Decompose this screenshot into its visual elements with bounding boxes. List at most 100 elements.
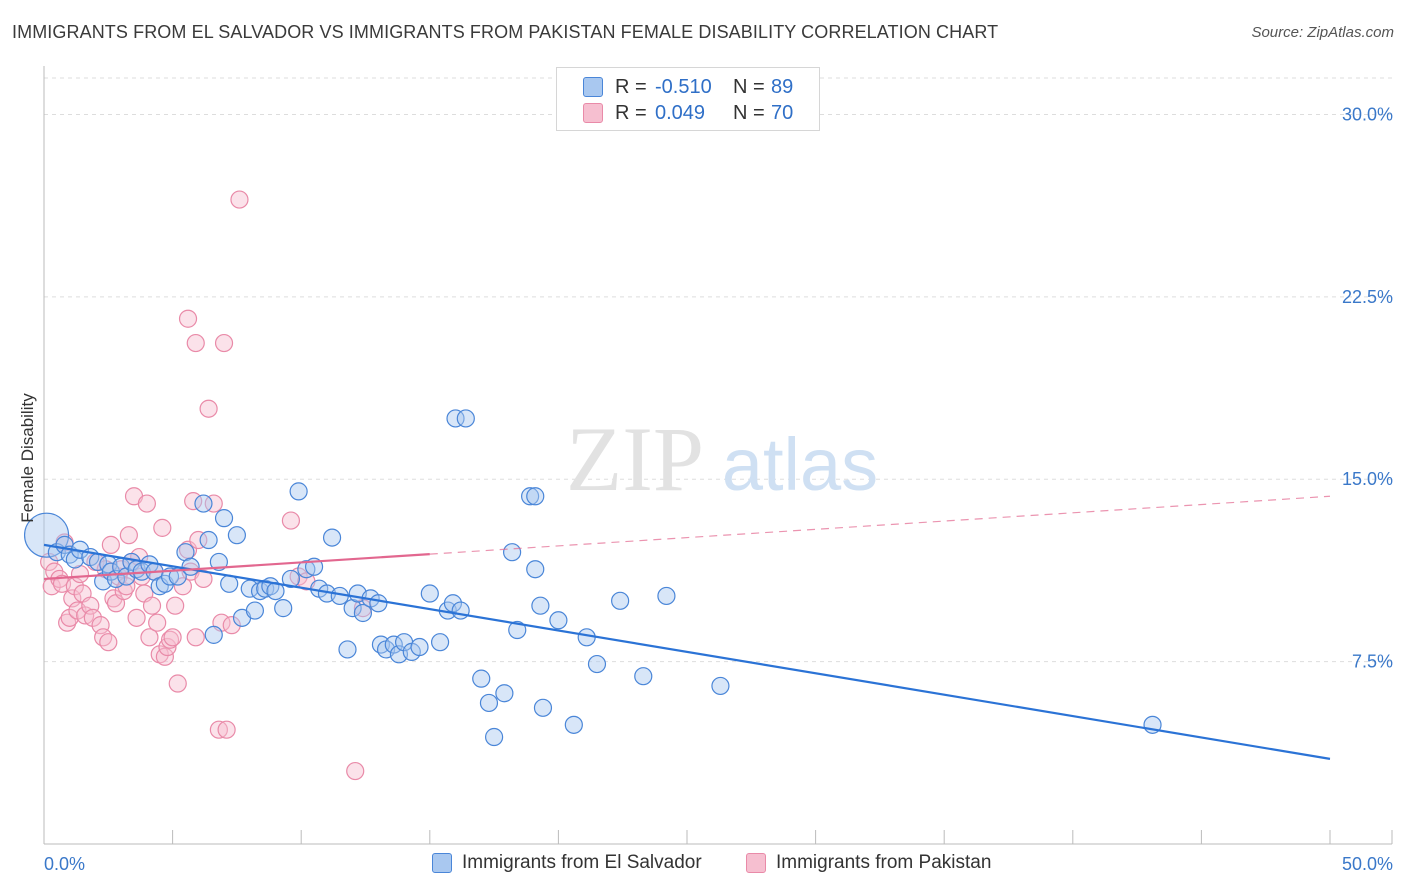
trend-line-el-salvador [43, 543, 1331, 760]
data-point-el-salvador [274, 599, 293, 618]
data-point-pakistan [158, 637, 177, 657]
data-point-el-salvador [420, 584, 439, 603]
data-point-el-salvador [564, 715, 583, 734]
watermark-atlas: atlas [722, 423, 878, 506]
bottom-legend-label: Immigrants from El Salvador [462, 852, 702, 873]
data-point-el-salvador [338, 640, 357, 659]
data-point-pakistan [101, 535, 120, 554]
watermark-zip: ZIP [566, 408, 704, 510]
data-point-pakistan [178, 309, 198, 328]
legend-r-label: R = [615, 101, 647, 124]
legend-row-el-salvador: R = -0.510 N = 89 [583, 74, 793, 100]
data-point-el-salvador [446, 409, 465, 428]
y-tick-label: 22.5% [1342, 287, 1393, 307]
data-point-pakistan [346, 761, 365, 781]
data-point-el-salvador [371, 635, 391, 654]
data-point-el-salvador [657, 586, 676, 606]
data-point-el-salvador [485, 727, 504, 747]
series-pakistan-points [40, 190, 373, 781]
data-point-el-salvador [526, 560, 545, 579]
data-point-el-salvador [526, 487, 545, 506]
y-axis-label: Female Disability [18, 393, 37, 523]
data-point-pakistan [60, 608, 79, 627]
data-point-el-salvador [214, 509, 234, 528]
tick-labels: 7.5% 15.0% 22.5% 30.0% 0.0% 50.0% [44, 104, 1393, 874]
data-point-el-salvador [209, 552, 228, 572]
bottom-legend-label: Immigrants from Pakistan [776, 852, 992, 873]
data-point-el-salvador [410, 637, 429, 657]
y-tick-label: 15.0% [1342, 469, 1393, 489]
data-point-pakistan [117, 577, 136, 596]
data-point-el-salvador [456, 409, 475, 428]
data-point-el-salvador [281, 569, 301, 589]
data-point-el-salvador [479, 693, 499, 713]
data-point-pakistan [58, 613, 77, 632]
data-point-pakistan [148, 613, 167, 632]
trend-line-pakistan-dashed [429, 495, 1331, 555]
data-point-el-salvador [472, 669, 491, 688]
data-point-el-salvador [495, 684, 514, 703]
gridlines [44, 77, 1392, 663]
data-point-el-salvador [369, 594, 388, 613]
data-point-el-salvador [160, 567, 180, 586]
correlation-legend: R = -0.510 N = 89 R = 0.049 N = 70 [556, 67, 820, 131]
data-point-pakistan [127, 608, 146, 627]
data-point-pakistan [217, 720, 236, 739]
data-point-pakistan [230, 190, 249, 209]
data-point-el-salvador [521, 487, 540, 506]
data-point-pakistan [204, 494, 223, 513]
data-point-pakistan [209, 720, 228, 739]
data-point-el-salvador [194, 494, 213, 513]
x-tick-label-min: 0.0% [44, 854, 85, 874]
data-point-el-salvador [549, 611, 568, 630]
data-point-pakistan [214, 333, 234, 353]
data-point-el-salvador [220, 574, 239, 593]
data-point-pakistan [222, 616, 241, 635]
bottom-legend-swatch-pink [746, 853, 766, 873]
data-point-pakistan [160, 630, 180, 649]
legend-r-label: R = [615, 75, 647, 98]
trend-line-pakistan-solid [43, 553, 430, 581]
data-point-el-salvador [199, 530, 218, 550]
legend-swatch-blue [583, 77, 603, 97]
legend-row-pakistan: R = 0.049 N = 70 [583, 100, 793, 126]
data-point-pakistan [168, 674, 187, 693]
data-point-el-salvador [587, 654, 607, 674]
data-point-el-salvador [322, 528, 342, 547]
data-point-el-salvador [451, 601, 470, 620]
data-point-el-salvador [634, 667, 653, 686]
legend-n-value: 70 [771, 101, 794, 124]
legend-r-value: 0.049 [655, 101, 706, 124]
data-point-el-salvador [443, 594, 463, 613]
data-point-pakistan [189, 530, 208, 550]
data-point-pakistan [173, 577, 192, 596]
data-point-pakistan [163, 628, 182, 647]
y-tick-label: 7.5% [1352, 652, 1393, 672]
watermark: ZIP atlas [566, 408, 878, 510]
data-point-pakistan [153, 518, 172, 537]
data-point-pakistan [140, 628, 159, 647]
bottom-legend-el-salvador: Immigrants from El Salvador [432, 852, 702, 874]
bottom-legend-pakistan: Immigrants from Pakistan [746, 852, 991, 874]
legend-n-label: N = [733, 75, 765, 98]
legend-r-value: -0.510 [655, 75, 712, 98]
bottom-legend-swatch-blue [432, 853, 452, 873]
data-point-el-salvador [711, 676, 730, 696]
data-point-pakistan [99, 633, 118, 652]
data-point-pakistan [199, 399, 218, 418]
chart-title: IMMIGRANTS FROM EL SALVADOR VS IMMIGRANT… [12, 22, 999, 42]
data-point-pakistan [142, 596, 162, 615]
data-point-pakistan [137, 494, 156, 513]
data-point-pakistan [166, 596, 185, 615]
trend-lines [43, 495, 1331, 760]
data-point-el-salvador [353, 603, 373, 623]
data-point-pakistan [186, 628, 205, 647]
x-tick-label-max: 50.0% [1342, 854, 1393, 874]
data-point-el-salvador [508, 620, 527, 640]
data-point-pakistan [119, 526, 138, 545]
data-point-pakistan [83, 608, 102, 627]
data-point-el-salvador [531, 596, 550, 615]
data-point-el-salvador [245, 601, 265, 620]
legend-n-value: 89 [771, 75, 794, 98]
